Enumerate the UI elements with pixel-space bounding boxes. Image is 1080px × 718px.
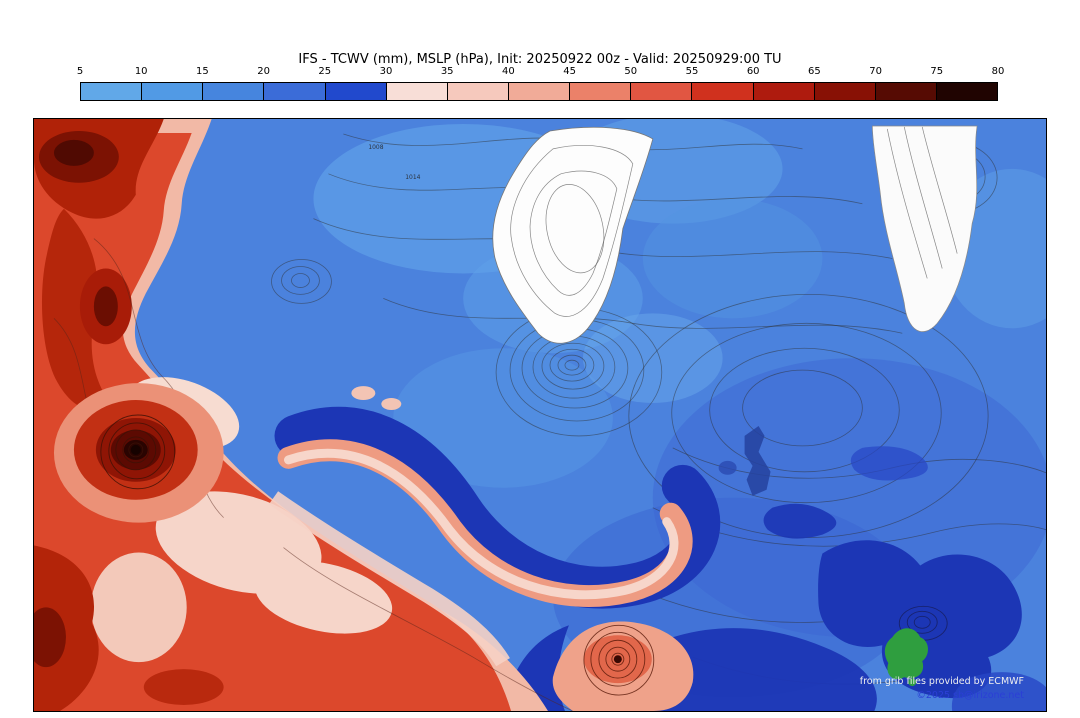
- tcwv-dry-filaments: [503, 425, 1046, 711]
- greenland-landmass: [492, 126, 654, 344]
- colorbar-tick-label: 65: [808, 66, 821, 77]
- credit-copyright: ©2025 sb@irizone.net: [916, 689, 1024, 701]
- colorbar-segment: [814, 83, 876, 100]
- colorbar-segment: [447, 83, 509, 100]
- weather-map-svg: 1008 1014: [34, 119, 1046, 711]
- colorbar-segment: [692, 83, 754, 100]
- scandinavia-landmass: [871, 125, 978, 332]
- colorbar-segment: [142, 83, 204, 100]
- chart-title: IFS - TCWV (mm), MSLP (hPa), Init: 20250…: [298, 52, 782, 67]
- map-frame: 1008 1014 from grib files provided by EC…: [33, 118, 1047, 712]
- colorbar-tick-label: 35: [440, 66, 454, 77]
- colorbar-segment: [264, 83, 326, 100]
- colorbar-segment: [631, 83, 693, 100]
- credits: from grib files provided by ECMWF ©2025 …: [860, 675, 1024, 704]
- colorbar-segment: [386, 83, 448, 100]
- colorbar-segment: [325, 83, 387, 100]
- tropical-cyclone-south: [552, 621, 694, 711]
- tropical-cyclone-west: [53, 383, 224, 523]
- pressure-label: 1014: [405, 174, 420, 181]
- colorbar-tick-labels: 5 10 15 20 25 30 35 40 45 50 55 60 65 70 75 80: [76, 66, 1005, 80]
- colorbar-tick-label: 75: [930, 66, 944, 77]
- colorbar-segment: [203, 83, 265, 100]
- pressure-label: 1008: [368, 144, 383, 151]
- colorbar-segment: [753, 83, 815, 100]
- colorbar-segment: [81, 83, 143, 100]
- colorbar: 5 10 15 20 25 30 35 40 45 50 55 60 65 70 75 80: [76, 66, 1005, 101]
- colorbar-tick-label: 10: [134, 66, 148, 77]
- colorbar-tick-label: 60: [746, 66, 760, 77]
- colorbar-tick-label: 25: [318, 66, 332, 77]
- tcwv-front-band: [274, 386, 721, 609]
- colorbar-tick-label: 70: [869, 66, 882, 77]
- colorbar-tick-label: 80: [991, 66, 1005, 77]
- credit-ecmwf: from grib files provided by ECMWF: [859, 675, 1024, 687]
- colorbar-segment: [570, 83, 632, 100]
- colorbar-tick-label: 15: [196, 66, 209, 77]
- colorbar-segment: [875, 83, 937, 100]
- colorbar-segment: [936, 83, 998, 100]
- colorbar-tick-label: 50: [624, 66, 638, 77]
- colorbar-tick-label: 40: [502, 66, 515, 77]
- colorbar-scale: [80, 82, 998, 101]
- extreme-moisture-spot: [884, 628, 929, 687]
- tcwv-moist-plume-west: [34, 119, 574, 711]
- colorbar-tick-label: 45: [563, 66, 576, 77]
- pressure-labels: 1008 1014: [368, 144, 420, 181]
- colorbar-tick-label: 55: [685, 66, 699, 77]
- colorbar-segment: [508, 83, 571, 100]
- colorbar-tick-label: 30: [379, 66, 393, 77]
- colorbar-tick-label: 5: [76, 66, 84, 77]
- colorbar-tick-label: 20: [257, 66, 270, 77]
